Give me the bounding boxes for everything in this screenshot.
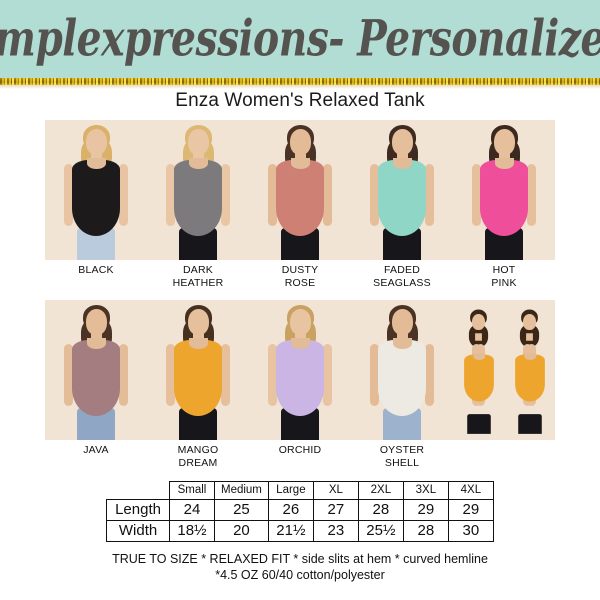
model-photo [351, 300, 453, 440]
color-option[interactable]: JAVA [45, 300, 147, 469]
measurement-value: 30 [447, 520, 494, 542]
measurement-value: 29 [447, 499, 494, 521]
model-photo [45, 300, 147, 440]
table-row: Width 18½ 20 21½ 23 25½ 28 30 [106, 520, 494, 542]
size-header-cell: 3XL [402, 481, 449, 500]
size-header-cell: 2XL [357, 481, 404, 500]
measurement-value: 25 [213, 499, 269, 521]
size-header-cell: Small [168, 481, 215, 500]
measurement-value: 18½ [168, 520, 215, 542]
size-header-cell: XL [312, 481, 359, 500]
color-option[interactable]: BLACK [45, 120, 147, 289]
model-figure [147, 120, 249, 260]
measurement-value: 26 [267, 499, 314, 521]
measurement-value: 23 [312, 520, 359, 542]
measurement-label: Length [106, 499, 170, 521]
page-title: Enza Women's Relaxed Tank [175, 90, 425, 111]
color-option[interactable] [453, 300, 555, 469]
model-figure [249, 120, 351, 260]
size-header-cell: 4XL [447, 481, 494, 500]
model-figure [351, 120, 453, 260]
model-photo [351, 120, 453, 260]
measurement-value: 21½ [267, 520, 314, 542]
color-label: MANGO DREAM [177, 444, 219, 469]
model-figure [453, 300, 504, 440]
color-label: HOT PINK [491, 264, 517, 289]
model-photo [147, 300, 249, 440]
measurement-value: 28 [402, 520, 449, 542]
glitter-shadow [0, 85, 600, 89]
measurement-value: 25½ [357, 520, 404, 542]
details-line-2: *4.5 OZ 60/40 cotton/polyester [215, 567, 385, 582]
color-label: ORCHID [278, 444, 322, 456]
model-photo [453, 300, 555, 440]
color-row-1: BLACK DARK HEATHER DUSTY ROSE FADED SEAGLASS HO… [45, 120, 555, 289]
model-figure [45, 120, 147, 260]
color-option[interactable]: MANGO DREAM [147, 300, 249, 469]
color-option[interactable]: FADED SEAGLASS [351, 120, 453, 289]
size-chart-wrap: Small Medium Large XL 2XL 3XL 4XL Length 24 25 26… [0, 481, 600, 542]
store-banner: Simplexpressions- Personalized! [0, 0, 600, 78]
table-corner-cell [106, 481, 170, 500]
model-figure [504, 300, 555, 440]
model-figure [453, 120, 555, 260]
color-label: JAVA [83, 444, 109, 456]
gold-glitter-divider [0, 78, 600, 85]
color-label: DARK HEATHER [172, 264, 224, 289]
measurement-value: 27 [312, 499, 359, 521]
model-figure [249, 300, 351, 440]
model-figure [351, 300, 453, 440]
model-photo [249, 300, 351, 440]
color-label: OYSTER SHELL [379, 444, 425, 469]
measurement-value: 24 [168, 499, 215, 521]
color-option[interactable]: OYSTER SHELL [351, 300, 453, 469]
product-details: TRUE TO SIZE * RELAXED FIT * side slits … [0, 552, 600, 583]
size-chart-table: Small Medium Large XL 2XL 3XL 4XL Length 24 25 26… [106, 481, 494, 542]
store-name: Simplexpressions- Personalized! [0, 9, 600, 68]
table-body: Length 24 25 26 27 28 29 29 Width 18½ 20 21½ 23 25½ 28… [106, 499, 494, 542]
color-label: FADED SEAGLASS [373, 264, 431, 289]
table-row: Length 24 25 26 27 28 29 29 [106, 499, 494, 521]
size-header-cell: Medium [213, 481, 269, 500]
color-label: DUSTY ROSE [281, 264, 319, 289]
color-option[interactable]: ORCHID [249, 300, 351, 469]
color-option[interactable]: DUSTY ROSE [249, 120, 351, 289]
model-figure [147, 300, 249, 440]
color-row-2: JAVA MANGO DREAM ORCHID OYSTER SHELL [45, 300, 555, 469]
model-figure [45, 300, 147, 440]
table-header-row: Small Medium Large XL 2XL 3XL 4XL [106, 481, 494, 500]
measurement-value: 28 [357, 499, 404, 521]
model-photo [147, 120, 249, 260]
color-label: BLACK [78, 264, 114, 276]
model-photo [453, 120, 555, 260]
color-option[interactable]: HOT PINK [453, 120, 555, 289]
model-photo [45, 120, 147, 260]
size-header-cell: Large [267, 481, 314, 500]
model-photo [249, 120, 351, 260]
measurement-value: 20 [213, 520, 269, 542]
details-line-1: TRUE TO SIZE * RELAXED FIT * side slits … [112, 552, 488, 566]
measurement-label: Width [106, 520, 170, 542]
measurement-value: 29 [402, 499, 449, 521]
color-option[interactable]: DARK HEATHER [147, 120, 249, 289]
